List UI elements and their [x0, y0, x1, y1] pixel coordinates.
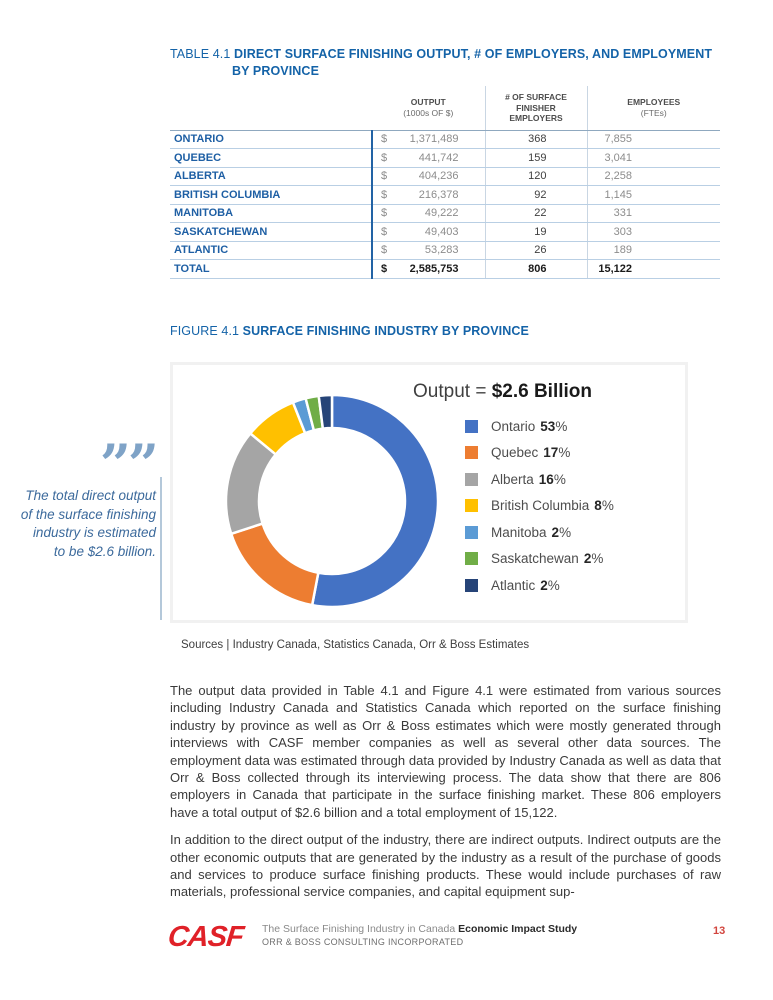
cell-province: ONTARIO	[170, 130, 372, 149]
footer-report-title: The Surface Finishing Industry in Canada	[262, 923, 459, 935]
legend-item-quebec: Quebec 17%	[465, 445, 614, 460]
legend-label: British Columbia	[491, 498, 590, 513]
legend-item-alberta: Alberta 16%	[465, 471, 614, 487]
legend-swatch-icon	[465, 446, 478, 459]
table-row: QUEBEC $441,742 159 3,041	[170, 148, 720, 168]
cell-province: SASKATCHEWAN	[170, 222, 372, 242]
table-title-text: DIRECT SURFACE FINISHING OUTPUT, # OF EM…	[234, 47, 713, 61]
legend-swatch-icon	[465, 525, 478, 539]
legend-swatch-icon	[465, 472, 478, 486]
footer-subtitle: ORR & BOSS CONSULTING INCORPORATED	[262, 937, 464, 947]
cell-employees: 303	[586, 222, 720, 242]
cell-province-total: TOTAL	[170, 259, 372, 279]
province-data-table: OUTPUT (1000s OF $) # OF SURFACE FINISHE…	[170, 86, 720, 279]
body-text: The output data provided in Table 4.1 an…	[170, 682, 721, 901]
cell-output: $49,222	[371, 204, 485, 223]
cell-output-total: $2,585,753	[371, 259, 485, 279]
footer-text: The Surface Finishing Industry in Canada…	[262, 923, 577, 947]
cell-employers: 159	[484, 148, 587, 168]
sources-line: Sources | Industry Canada, Statistics Ca…	[181, 639, 530, 651]
cell-employers: 19	[484, 222, 587, 242]
paragraph: In addition to the direct output of the …	[170, 832, 721, 900]
legend-label: Manitoba	[491, 524, 547, 540]
figure-box: Output = $2.6 Billion Ontario 53% Quebec 1…	[170, 362, 688, 623]
figure-label: FIGURE 4.1	[170, 324, 240, 338]
cell-employees: 3,041	[586, 148, 720, 168]
casf-logo: CASF	[166, 921, 245, 953]
legend-item-ontario: Ontario 53%	[465, 418, 614, 434]
cell-output: $49,403	[371, 222, 485, 242]
legend-item-saskatchewan: Saskatchewan 2%	[465, 551, 614, 566]
figure-title: FIGURE 4.1 SURFACE FINISHING INDUSTRY BY…	[170, 323, 736, 340]
table-row: MANITOBA $49,222 22 331	[170, 204, 720, 223]
header-employers: # OF SURFACE FINISHER EMPLOYERS	[484, 86, 587, 131]
cell-employees-total: 15,122	[586, 259, 720, 279]
donut-slice-atlantic	[317, 393, 334, 430]
table-row: BRITISH COLUMBIA $216,378 92 1,145	[170, 185, 720, 205]
donut-slice-quebec	[229, 522, 320, 607]
cell-output: $216,378	[371, 185, 485, 205]
pull-quote-text: The total direct output of the surface f…	[20, 488, 156, 560]
cell-province: MANITOBA	[170, 204, 372, 223]
legend-item-manitoba: Manitoba 2%	[465, 524, 614, 540]
header-employees: EMPLOYEES (FTEs)	[586, 86, 720, 131]
quote-mark-icon: ””	[99, 432, 159, 496]
table-row: ONTARIO $1,371,489 368 7,855	[170, 130, 720, 149]
paragraph: The output data provided in Table 4.1 an…	[170, 683, 721, 820]
cell-province: ALBERTA	[170, 167, 372, 186]
legend-swatch-icon	[465, 552, 478, 565]
cell-employers: 120	[484, 167, 587, 186]
donut-chart-svg	[224, 393, 440, 609]
table-total-row: TOTAL $2,585,753 806 15,122	[170, 259, 720, 279]
header-province	[170, 86, 372, 131]
header-output: OUTPUT (1000s OF $)	[372, 86, 485, 131]
cell-employers: 368	[484, 130, 587, 149]
legend-label: Atlantic	[491, 577, 536, 593]
legend-item-british-columbia: British Columbia 8%	[465, 498, 614, 513]
cell-employees: 189	[586, 241, 720, 260]
legend-swatch-icon	[465, 499, 478, 512]
cell-province: QUEBEC	[170, 148, 372, 168]
footer-report-title-bold: Economic Impact Study	[458, 923, 578, 935]
table-title: TABLE 4.1 DIRECT SURFACE FINISHING OUTPU…	[170, 46, 736, 79]
page-number: 13	[713, 925, 726, 937]
legend-swatch-icon	[465, 419, 478, 433]
table-row: ATLANTIC $53,283 26 189	[170, 241, 720, 260]
cell-employees: 7,855	[586, 130, 720, 149]
cell-province: BRITISH COLUMBIA	[170, 185, 372, 205]
cell-employers: 92	[484, 185, 587, 205]
legend-swatch-icon	[465, 578, 478, 592]
cell-output: $1,371,489	[371, 130, 485, 149]
pull-quote-rule	[160, 477, 162, 620]
table-label: TABLE 4.1	[170, 47, 231, 61]
chart-title: Output = $2.6 Billion	[413, 381, 593, 402]
cell-output: $441,742	[371, 148, 485, 168]
cell-output: $53,283	[371, 241, 485, 260]
table-title-text-line2: BY PROVINCE	[232, 63, 320, 78]
cell-employees: 2,258	[586, 167, 720, 186]
cell-province: ATLANTIC	[170, 241, 372, 260]
table-header-row: OUTPUT (1000s OF $) # OF SURFACE FINISHE…	[170, 86, 720, 131]
figure-title-text: SURFACE FINISHING INDUSTRY BY PROVINCE	[242, 324, 529, 338]
cell-output: $404,236	[371, 167, 485, 186]
cell-employees: 1,145	[586, 185, 720, 205]
cell-employers: 26	[484, 241, 587, 260]
legend-label: Ontario	[491, 418, 536, 434]
table-row: ALBERTA $404,236 120 2,258	[170, 167, 720, 186]
table-row: SASKATCHEWAN $49,403 19 303	[170, 222, 720, 242]
cell-employees: 331	[586, 204, 720, 223]
legend-label: Alberta	[491, 471, 534, 487]
chart-legend: Ontario 53% Quebec 17% Alberta 16% British …	[465, 419, 614, 605]
legend-label: Quebec	[491, 445, 539, 460]
legend-label: Saskatchewan	[491, 551, 579, 566]
cell-employers: 22	[484, 204, 587, 223]
cell-employers-total: 806	[484, 259, 587, 279]
donut-slice-ontario	[310, 393, 440, 609]
pull-quote: ”” The total direct output of the surfac…	[20, 432, 159, 562]
donut-chart	[222, 391, 442, 611]
legend-item-atlantic: Atlantic 2%	[465, 577, 614, 593]
